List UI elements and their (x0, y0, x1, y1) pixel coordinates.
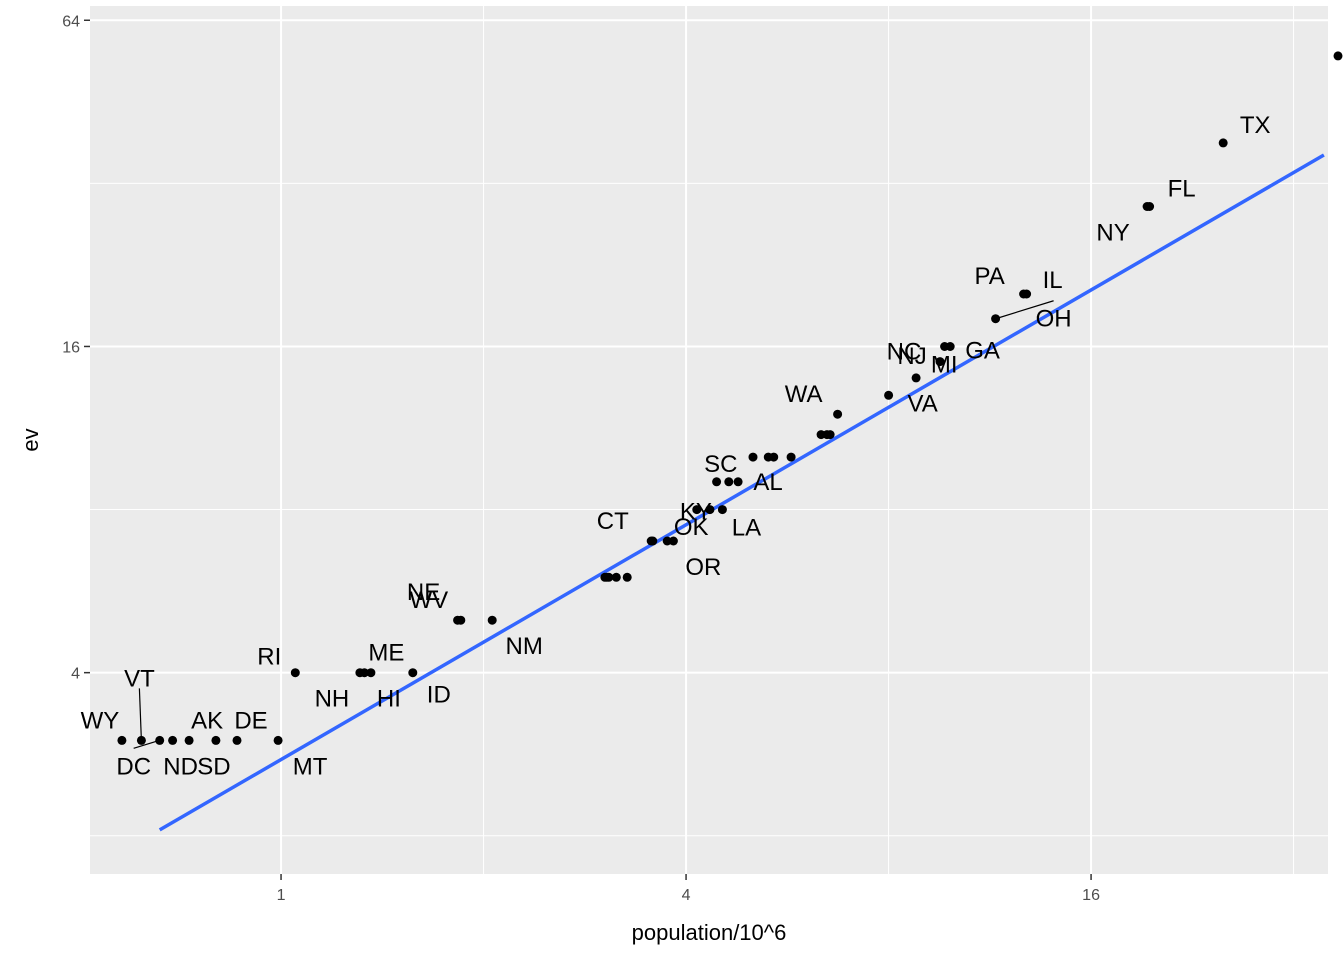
x-tick-label: 4 (682, 887, 691, 904)
data-point (769, 452, 779, 462)
x-axis-title: population/10^6 (632, 920, 787, 945)
point-label: NY (1096, 220, 1129, 247)
point-label: WA (785, 381, 823, 408)
point-label: ME (368, 640, 404, 667)
data-point (748, 452, 758, 462)
point-label: ID (427, 682, 451, 709)
data-point (273, 735, 283, 745)
point-label: FL (1168, 176, 1196, 203)
point-label: VA (907, 390, 937, 417)
y-axis-title: ev (18, 428, 43, 451)
data-point (884, 390, 894, 400)
point-label: SC (704, 451, 737, 478)
x-tick-label: 1 (277, 887, 286, 904)
fit-line (158, 153, 1325, 832)
data-point (1218, 138, 1228, 148)
point-label: OR (685, 554, 721, 581)
point-label: KY (680, 499, 712, 526)
data-point (290, 668, 300, 678)
point-label: WY (81, 707, 120, 734)
data-point (622, 572, 632, 582)
point-label: NC (887, 339, 922, 366)
data-point (692, 505, 702, 515)
data-point (724, 477, 734, 487)
point-label: AL (753, 469, 782, 496)
x-axis: 1 4 16 (277, 874, 1100, 904)
data-point (733, 477, 743, 487)
point-label: LA (732, 515, 761, 542)
point-label: DE (234, 707, 267, 734)
data-point (355, 668, 365, 678)
point-label: SD (197, 753, 230, 780)
data-point (935, 357, 945, 367)
point-label: VT (124, 665, 155, 692)
data-point (786, 452, 796, 462)
point-label: TX (1240, 112, 1271, 139)
point-label: MT (293, 753, 328, 780)
point-label: OK (674, 514, 709, 541)
data-point (662, 536, 672, 546)
point-label: DC (116, 753, 151, 780)
data-point (136, 735, 146, 745)
point-label: OH (1036, 306, 1072, 333)
point-label: AK (191, 707, 223, 734)
data-point (117, 735, 127, 745)
data-point (232, 735, 242, 745)
point-label: NM (506, 633, 543, 660)
y-tick-label: 16 (62, 339, 80, 356)
label-leader-line (995, 300, 1054, 320)
point-label: GA (965, 338, 1000, 365)
data-point (1022, 289, 1032, 299)
point-label: CT (597, 508, 629, 535)
point-label: WV (409, 587, 448, 614)
data-point (611, 572, 621, 582)
point-label: MI (931, 352, 958, 379)
data-point (705, 505, 715, 515)
data-point (1333, 51, 1343, 61)
data-point (184, 735, 194, 745)
y-tick-label: 64 (62, 13, 80, 30)
data-point (833, 409, 843, 419)
plot-panel (90, 6, 1328, 874)
point-label: PA (974, 263, 1004, 290)
data-points (117, 51, 1343, 745)
grid-minor (78, 6, 1328, 874)
data-point (1145, 202, 1155, 211)
data-point (717, 505, 727, 515)
data-point (155, 735, 165, 745)
point-label: HI (377, 686, 401, 713)
data-point (668, 536, 678, 546)
data-point (712, 477, 722, 487)
y-tick-label: 4 (71, 666, 80, 683)
data-point (646, 536, 656, 546)
data-point (604, 572, 614, 582)
point-label: ND (163, 753, 198, 780)
point-label: IL (1043, 267, 1063, 294)
point-label: NJ (897, 343, 926, 370)
point-label: RI (257, 644, 281, 671)
point-label: NE (407, 579, 440, 606)
label-leader-lines (133, 300, 1054, 749)
data-point (211, 735, 221, 745)
label-leader-line (138, 688, 142, 741)
x-tick-label: 16 (1082, 887, 1100, 904)
label-leader-line (133, 739, 160, 749)
data-point (825, 430, 835, 440)
data-point (366, 668, 376, 678)
data-point (453, 615, 463, 625)
data-point (168, 735, 178, 745)
y-axis: 4 16 64 (62, 13, 90, 683)
data-point (408, 668, 418, 678)
data-point (911, 373, 921, 383)
point-label: NH (315, 686, 350, 713)
data-point (487, 615, 497, 625)
